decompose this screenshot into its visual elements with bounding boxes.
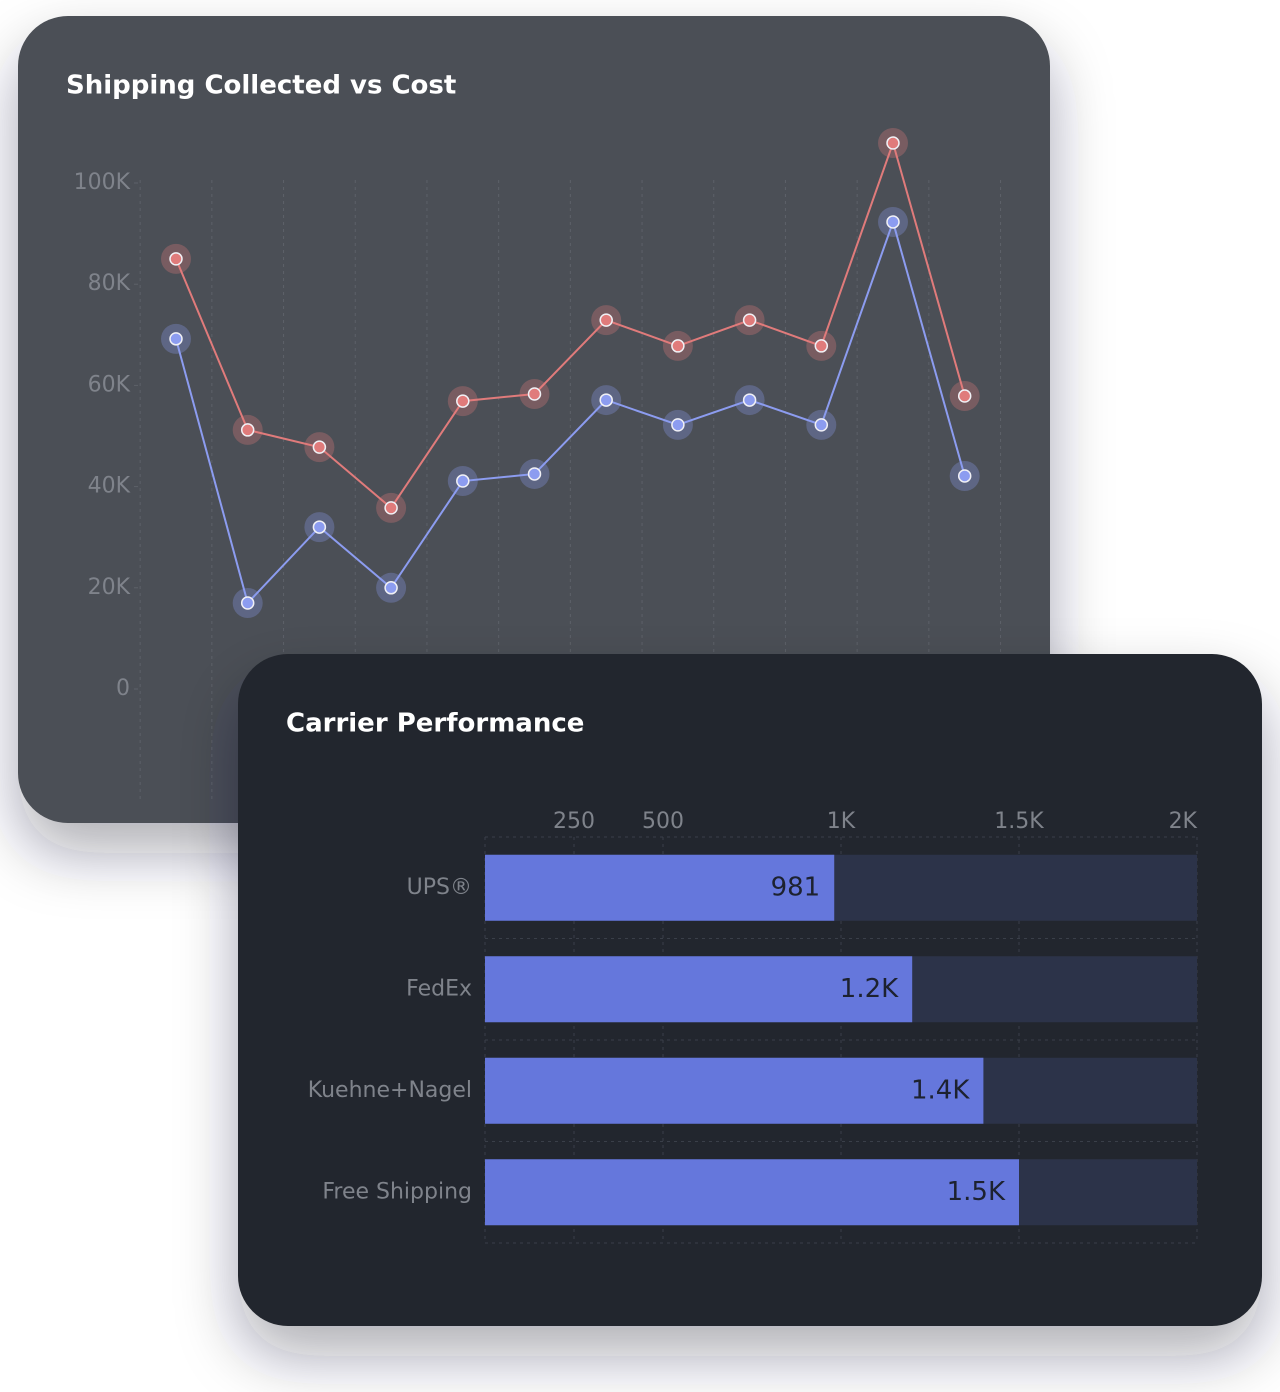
value-label: 981: [771, 872, 821, 902]
point: [169, 252, 183, 266]
x-tick-label: 1K: [827, 809, 856, 834]
series-line: [175, 218, 966, 605]
point: [384, 581, 398, 595]
category-label: Kuehne+Nagel: [308, 1078, 472, 1103]
point: [527, 387, 542, 401]
category-label: Free Shipping: [322, 1179, 472, 1204]
point: [240, 596, 255, 610]
point: [742, 313, 757, 327]
bar: [485, 1159, 1019, 1226]
point: [312, 520, 327, 534]
bar: [485, 1057, 984, 1124]
y-tick-label: 20K: [88, 575, 131, 600]
x-tick-label: 500: [642, 809, 684, 834]
series-line: [175, 139, 966, 510]
point: [169, 332, 183, 346]
point: [384, 501, 398, 515]
category-label: UPS®: [407, 875, 472, 900]
bar-card: Carrier Performance 250 500 1K 1.5K 2K UPS® 98…: [238, 654, 1262, 1326]
chart-title: Shipping Collected vs Cost: [66, 71, 456, 101]
point: [742, 393, 757, 407]
y-tick-label: 60K: [88, 372, 131, 397]
point: [886, 136, 900, 150]
point: [240, 423, 255, 437]
point: [312, 440, 327, 454]
point: [527, 467, 542, 481]
point: [814, 339, 829, 353]
point: [957, 389, 972, 403]
point: [599, 393, 613, 407]
x-tick-label: 1.5K: [994, 809, 1044, 834]
point: [886, 215, 900, 229]
card-background: [18, 16, 1050, 823]
point: [599, 313, 613, 327]
point: [814, 418, 829, 432]
value-label: 1.5K: [947, 1177, 1006, 1207]
bar: [485, 854, 835, 921]
point: [671, 418, 685, 432]
y-tick-label: 100K: [74, 170, 131, 195]
point: [456, 394, 470, 408]
line-card: Shipping Collected vs Cost 0 20K 40K 60K 80K…: [18, 16, 1050, 823]
bar: [485, 956, 913, 1023]
x-tick-label: 2K: [1169, 809, 1198, 834]
point: [957, 469, 972, 483]
y-tick-label: 0: [116, 676, 130, 701]
chart-title: Carrier Performance: [286, 709, 584, 739]
x-tick-label: 250: [553, 809, 595, 834]
point: [456, 474, 470, 488]
category-label: FedEx: [406, 976, 472, 1001]
y-tick-label: 40K: [88, 474, 131, 499]
value-label: 1.4K: [911, 1075, 970, 1105]
y-tick-label: 80K: [88, 271, 131, 296]
value-label: 1.2K: [840, 974, 899, 1004]
point: [671, 339, 685, 353]
